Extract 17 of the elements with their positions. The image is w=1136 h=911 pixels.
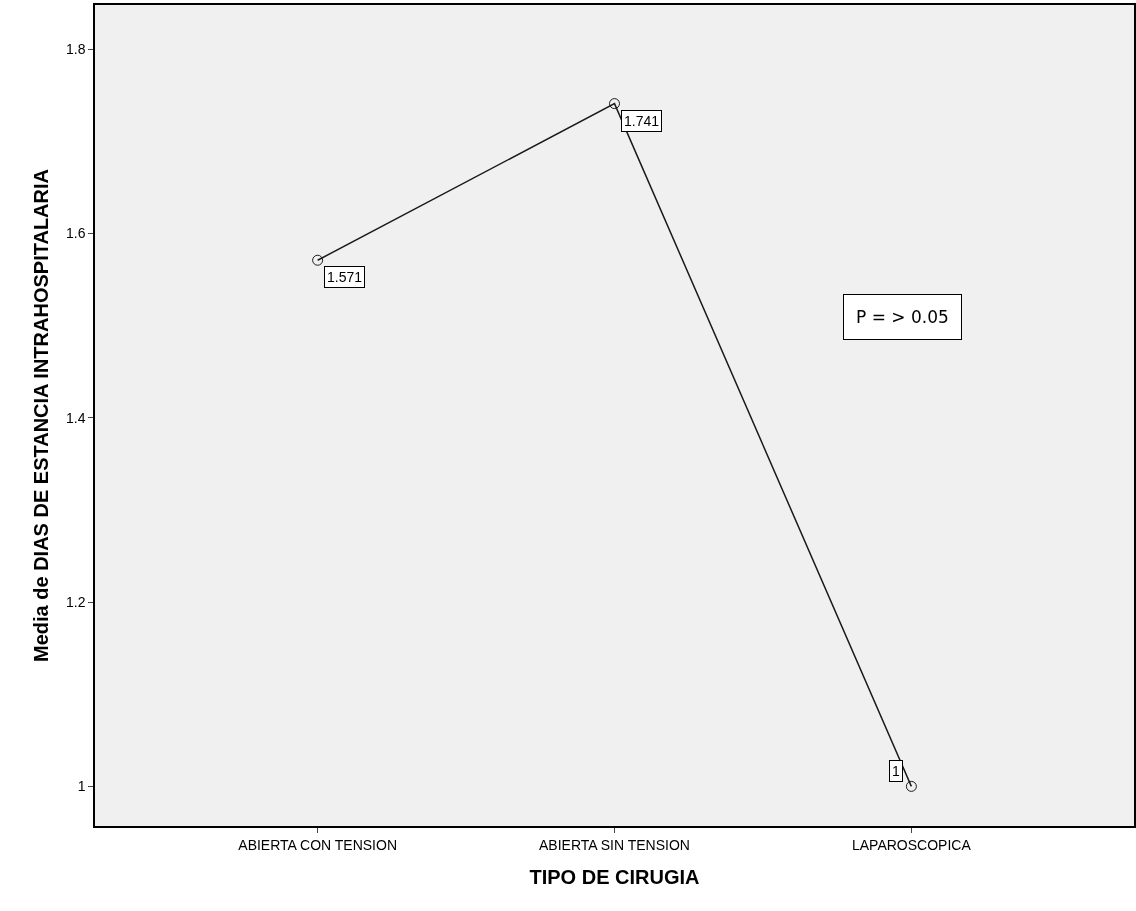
data-label: 1.741 bbox=[624, 113, 660, 129]
annotation: P = > 0.05 bbox=[856, 307, 949, 327]
y-tick-label: 1.8 bbox=[65, 41, 86, 58]
point bbox=[905, 780, 917, 792]
y-tick-label: 1.2 bbox=[65, 593, 86, 610]
point bbox=[312, 254, 324, 266]
x-tick-label: ABIERTA CON TENSION bbox=[238, 836, 397, 853]
y-tick-label: 1.6 bbox=[65, 225, 86, 242]
data-label: 1.571 bbox=[327, 269, 363, 285]
data-label: 1 bbox=[892, 763, 900, 779]
y-axis-title: Media de DIAS DE ESTANCIA INTRAHOSPITALARIA bbox=[29, 169, 52, 662]
y-tick-label: 1 bbox=[77, 778, 86, 795]
x-tick-label: ABIERTA SIN TENSION bbox=[539, 836, 690, 853]
x-axis-title: TIPO DE CIRUGIA bbox=[529, 865, 700, 888]
point bbox=[609, 98, 620, 110]
y-tick-label: 1.4 bbox=[65, 409, 86, 426]
x-tick-label: LAPAROSCOPICA bbox=[851, 836, 972, 853]
